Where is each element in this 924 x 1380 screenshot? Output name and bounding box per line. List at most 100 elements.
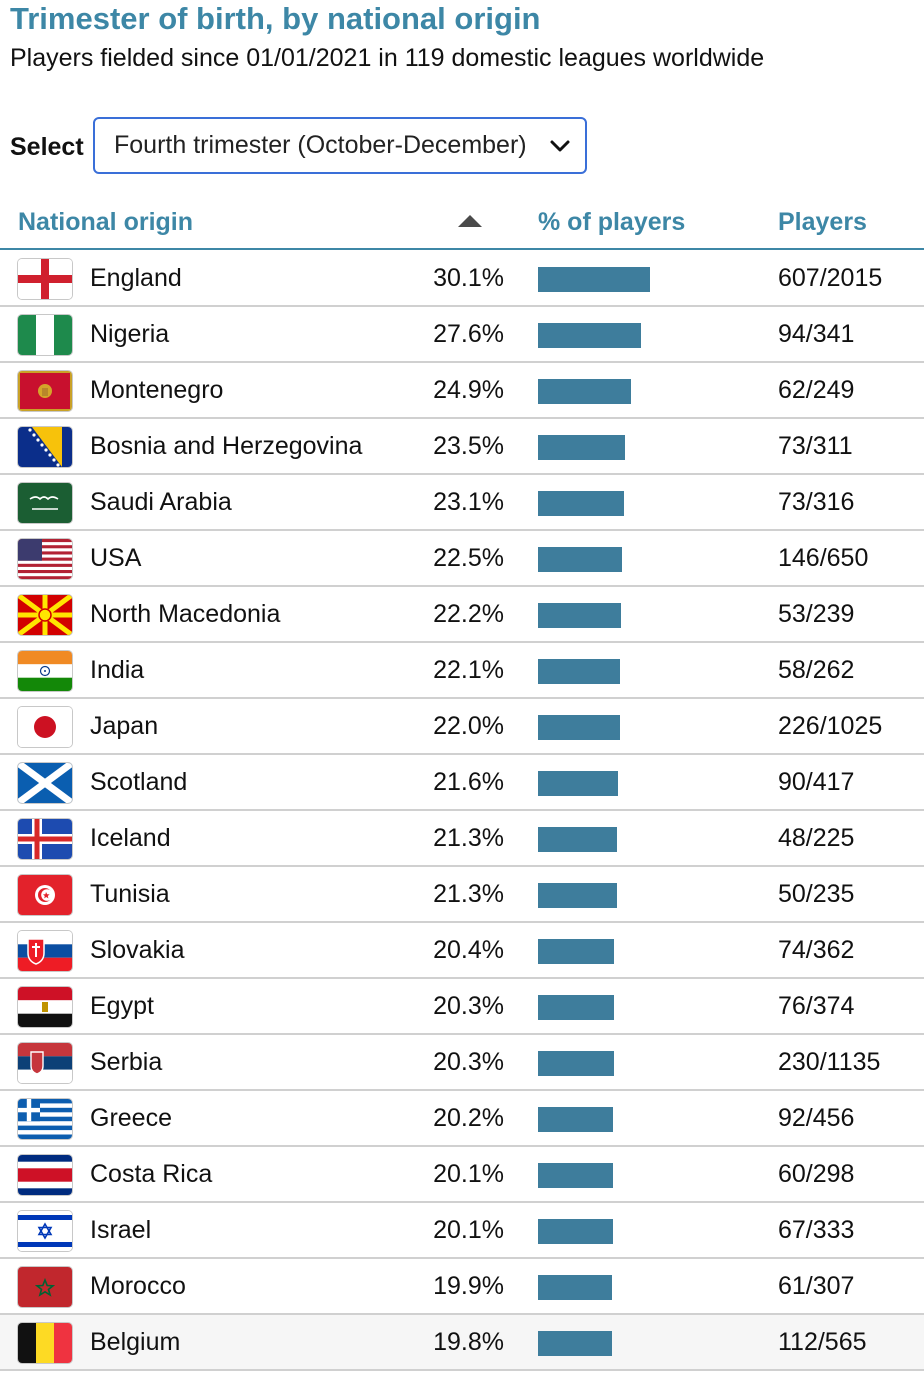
table-row[interactable]: Saudi Arabia 23.1% 73/316 xyxy=(0,475,924,531)
country-name-serbia: Serbia xyxy=(90,1048,163,1076)
england-flag-icon xyxy=(18,259,72,299)
page-subtitle: Players fielded since 01/01/2021 in 119 … xyxy=(10,44,765,72)
players-count: 607/2015 xyxy=(778,264,883,292)
players-count: 50/235 xyxy=(778,880,855,908)
column-header-players[interactable]: Players xyxy=(778,208,867,236)
table-row[interactable]: Tunisia 21.3% 50/235 xyxy=(0,867,924,923)
players-count: 53/239 xyxy=(778,600,855,628)
table-row[interactable]: Morocco 19.9% 61/307 xyxy=(0,1259,924,1315)
players-count: 73/316 xyxy=(778,488,855,516)
egypt-flag-icon xyxy=(18,987,72,1027)
percent-value: 23.5% xyxy=(433,432,504,460)
table-row[interactable]: Costa Rica 20.1% 60/298 xyxy=(0,1147,924,1203)
players-count: 74/362 xyxy=(778,936,855,964)
players-count: 94/341 xyxy=(778,320,855,348)
percent-bar xyxy=(538,491,624,516)
saudi-arabia-flag-icon xyxy=(18,483,72,523)
table-row[interactable]: Montenegro 24.9% 62/249 xyxy=(0,363,924,419)
percent-value: 22.5% xyxy=(433,544,504,572)
percent-value: 24.9% xyxy=(433,376,504,404)
percent-value: 27.6% xyxy=(433,320,504,348)
percent-value: 20.1% xyxy=(433,1216,504,1244)
country-name-england: England xyxy=(90,264,182,292)
percent-bar xyxy=(538,1163,613,1188)
percent-bar xyxy=(538,1219,613,1244)
greece-flag-icon xyxy=(18,1099,72,1139)
table-row[interactable]: Serbia 20.3% 230/1135 xyxy=(0,1035,924,1091)
table-row[interactable]: North Macedonia 22.2% 53/239 xyxy=(0,587,924,643)
percent-value: 19.9% xyxy=(433,1272,504,1300)
players-count: 58/262 xyxy=(778,656,855,684)
column-header-national-origin[interactable]: National origin xyxy=(18,208,193,236)
table-row[interactable]: Greece 20.2% 92/456 xyxy=(0,1091,924,1147)
belgium-flag-icon xyxy=(18,1323,72,1363)
percent-value: 21.3% xyxy=(433,880,504,908)
percent-bar xyxy=(538,379,631,404)
column-header-percent[interactable]: % of players xyxy=(538,208,686,236)
percent-value: 20.3% xyxy=(433,992,504,1020)
percent-bar xyxy=(538,267,650,292)
players-count: 92/456 xyxy=(778,1104,855,1132)
page-title: Trimester of birth, by national origin xyxy=(10,1,541,36)
table-row[interactable]: Bosnia and Herzegovina 23.5% 73/311 xyxy=(0,419,924,475)
table-row[interactable]: Iceland 21.3% 48/225 xyxy=(0,811,924,867)
percent-value: 30.1% xyxy=(433,264,504,292)
country-name-montenegro: Montenegro xyxy=(90,376,224,404)
percent-bar xyxy=(538,827,617,852)
table-row[interactable]: Israel 20.1% 67/333 xyxy=(0,1203,924,1259)
table-row[interactable]: Nigeria 27.6% 94/341 xyxy=(0,307,924,363)
table-row[interactable]: Egypt 20.3% 76/374 xyxy=(0,979,924,1035)
country-name-saudi-arabia: Saudi Arabia xyxy=(90,488,232,516)
country-name-greece: Greece xyxy=(90,1104,172,1132)
japan-flag-icon xyxy=(18,707,72,747)
percent-value: 22.2% xyxy=(433,600,504,628)
percent-bar xyxy=(538,547,622,572)
players-count: 90/417 xyxy=(778,768,855,796)
table-row[interactable]: Slovakia 20.4% 74/362 xyxy=(0,923,924,979)
players-count: 226/1025 xyxy=(778,712,883,740)
players-count: 112/565 xyxy=(778,1328,867,1356)
costa-rica-flag-icon xyxy=(18,1155,72,1195)
country-name-costa-rica: Costa Rica xyxy=(90,1160,213,1188)
chevron-down-icon xyxy=(550,140,570,152)
country-name-iceland: Iceland xyxy=(90,824,171,852)
table-row[interactable]: Belgium 19.8% 112/565 xyxy=(0,1315,924,1371)
country-name-japan: Japan xyxy=(90,712,159,740)
percent-value: 20.3% xyxy=(433,1048,504,1076)
players-count: 48/225 xyxy=(778,824,855,852)
players-count: 146/650 xyxy=(778,544,869,572)
percent-bar xyxy=(538,1051,614,1076)
percent-bar xyxy=(538,659,620,684)
percent-bar xyxy=(538,939,614,964)
players-count: 62/249 xyxy=(778,376,855,404)
trimester-select[interactable]: Fourth trimester (October-December) xyxy=(93,117,587,174)
percent-value: 21.3% xyxy=(433,824,504,852)
country-name-north-macedonia: North Macedonia xyxy=(90,600,281,628)
slovakia-flag-icon xyxy=(18,931,72,971)
table-row[interactable]: Scotland 21.6% 90/417 xyxy=(0,755,924,811)
country-name-tunisia: Tunisia xyxy=(90,880,170,908)
percent-value: 20.2% xyxy=(433,1104,504,1132)
percent-value: 19.8% xyxy=(433,1328,504,1356)
players-count: 61/307 xyxy=(778,1272,855,1300)
table-row[interactable]: USA 22.5% 146/650 xyxy=(0,531,924,587)
country-name-slovakia: Slovakia xyxy=(90,936,185,964)
players-count: 76/374 xyxy=(778,992,855,1020)
country-name-india: India xyxy=(90,656,145,684)
table-row[interactable]: India 22.1% 58/262 xyxy=(0,643,924,699)
percent-bar xyxy=(538,603,621,628)
players-count: 67/333 xyxy=(778,1216,855,1244)
sort-ascending-icon[interactable] xyxy=(458,214,482,228)
country-name-nigeria: Nigeria xyxy=(90,320,170,348)
table-row[interactable]: Japan 22.0% 226/1025 xyxy=(0,699,924,755)
percent-value: 21.6% xyxy=(433,768,504,796)
country-name-egypt: Egypt xyxy=(90,992,154,1020)
north-macedonia-flag-icon xyxy=(18,595,72,635)
country-name-belgium: Belgium xyxy=(90,1328,181,1356)
percent-bar xyxy=(538,1331,612,1356)
percent-value: 22.1% xyxy=(433,656,504,684)
players-count: 73/311 xyxy=(778,432,853,460)
country-name-morocco: Morocco xyxy=(90,1272,186,1300)
table-row[interactable]: England 30.1% 607/2015 xyxy=(0,251,924,307)
morocco-flag-icon xyxy=(18,1267,72,1307)
